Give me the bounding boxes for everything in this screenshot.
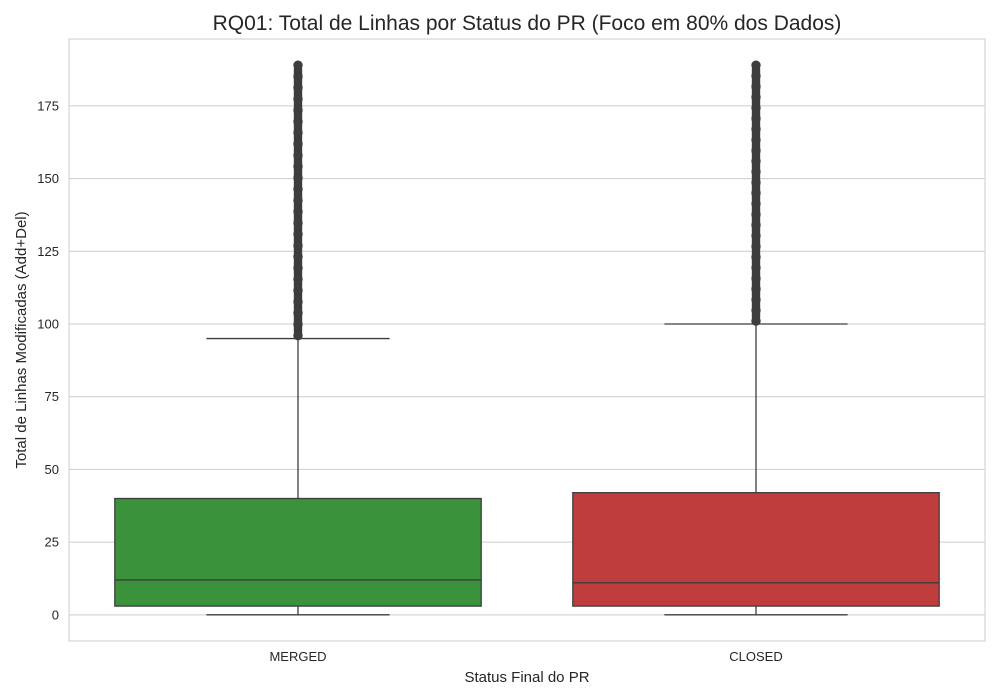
outlier-point-closed (751, 305, 761, 316)
y-tick-label-25: 25 (45, 535, 59, 550)
y-tick-label-0: 0 (52, 607, 59, 622)
outlier-point-closed (751, 103, 761, 113)
outlier-point-closed (751, 156, 761, 166)
outlier-point-closed (751, 124, 761, 134)
x-axis-title: Status Final do PR (464, 669, 589, 686)
outlier-point-merged (293, 128, 303, 138)
outlier-point-merged (293, 184, 303, 194)
y-tick-label-50: 50 (45, 462, 59, 477)
outlier-point-closed (751, 113, 761, 124)
outlier-point-merged (293, 308, 303, 318)
outlier-point-merged (293, 195, 303, 206)
outlier-point-merged (293, 94, 303, 104)
box-iqr-merged (114, 497, 482, 607)
outlier-point-closed (751, 295, 761, 305)
outliers-merged (293, 60, 303, 341)
y-tick-label-75: 75 (45, 389, 59, 404)
outlier-point-merged (293, 218, 303, 228)
outlier-point-closed (751, 273, 761, 284)
outlier-point-closed (751, 177, 761, 188)
outlier-point-merged (293, 173, 303, 183)
outlier-point-merged (293, 105, 303, 115)
y-tick-label-125: 125 (37, 244, 59, 259)
outlier-point-merged (293, 285, 303, 296)
outlier-point-merged (293, 150, 303, 161)
outlier-point-merged (293, 116, 303, 127)
outlier-point-closed (751, 71, 761, 81)
outlier-point-closed (751, 220, 761, 230)
x-tick-label-merged: MERGED (269, 649, 326, 664)
outlier-point-closed (751, 167, 761, 177)
y-tick-label-175: 175 (37, 98, 59, 113)
boxes-layer (114, 60, 940, 616)
outlier-point-merged (293, 206, 303, 217)
chart-title: RQ01: Total de Linhas por Status do PR (… (213, 12, 842, 35)
outlier-point-closed (751, 209, 761, 220)
y-tick-label-100: 100 (37, 317, 59, 332)
outlier-point-closed (751, 92, 761, 102)
outlier-point-merged (293, 274, 303, 284)
outlier-point-merged (293, 252, 303, 262)
outlier-point-closed (751, 284, 761, 294)
outlier-point-closed (751, 81, 761, 92)
outlier-point-closed (751, 145, 761, 156)
outliers-closed (751, 60, 761, 326)
y-tick-label-150: 150 (37, 171, 59, 186)
outlier-point-closed (751, 199, 761, 209)
outlier-point-merged (293, 161, 303, 172)
outlier-point-closed (751, 252, 761, 262)
outlier-point-merged (293, 60, 303, 70)
y-tick-labels: 0 25 50 75 100 125 150 175 (37, 98, 59, 622)
outlier-point-merged (293, 83, 303, 93)
outlier-point-merged (293, 319, 303, 330)
x-tick-labels: MERGED CLOSED (269, 649, 782, 664)
box-merged (114, 60, 482, 616)
outlier-point-closed (751, 231, 761, 241)
plot-area-frame (68, 38, 986, 642)
box-closed (572, 60, 940, 616)
outlier-point-merged (293, 139, 303, 149)
outlier-point-merged (293, 263, 303, 273)
outlier-point-merged (293, 71, 303, 82)
outlier-point-closed (751, 263, 761, 273)
y-axis-title: Total de Linhas Modificadas (Add+Del) (13, 211, 30, 468)
box-iqr-closed (572, 492, 940, 607)
outlier-point-closed (751, 188, 761, 198)
x-tick-label-closed: CLOSED (729, 649, 782, 664)
outlier-point-closed (751, 241, 761, 252)
outlier-point-merged (293, 240, 303, 251)
outlier-point-merged (293, 229, 303, 239)
outlier-point-closed (751, 60, 761, 70)
outlier-point-closed (751, 135, 761, 145)
outlier-point-merged (293, 297, 303, 307)
